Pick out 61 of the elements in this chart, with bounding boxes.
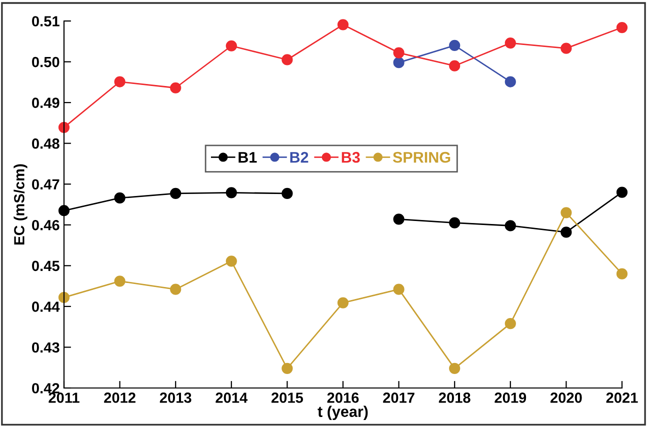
legend-label: B3 bbox=[342, 152, 360, 163]
point bbox=[170, 82, 182, 94]
point bbox=[449, 40, 460, 52]
point bbox=[393, 284, 404, 295]
legend-label: B1 bbox=[238, 152, 257, 163]
point bbox=[616, 22, 628, 34]
point bbox=[282, 362, 293, 374]
x-tick-label: 2016 bbox=[327, 392, 359, 403]
y-tick-label: 0.51 bbox=[32, 16, 60, 26]
point bbox=[114, 192, 126, 204]
point bbox=[114, 76, 126, 88]
point bbox=[393, 57, 404, 68]
x-tick-label: 2018 bbox=[438, 392, 470, 403]
x-tick-label: 2021 bbox=[606, 392, 638, 403]
y-tick-label: 0.49 bbox=[32, 98, 60, 108]
y-axis-title: EC (mS/cm) bbox=[14, 164, 28, 244]
point bbox=[504, 37, 516, 49]
point bbox=[504, 318, 516, 330]
y-tick-label: 0.45 bbox=[32, 260, 60, 272]
x-tick-label: 2013 bbox=[160, 392, 192, 403]
point bbox=[226, 40, 237, 52]
x-tick-label: 2011 bbox=[48, 392, 80, 403]
x-tick-label: 2012 bbox=[104, 392, 136, 403]
x-tick-label: 2017 bbox=[383, 392, 414, 403]
y-tick-label: 0.50 bbox=[32, 56, 60, 68]
point bbox=[504, 220, 516, 232]
point bbox=[560, 226, 572, 238]
x-tick-label: 2020 bbox=[550, 392, 582, 403]
point bbox=[393, 214, 404, 225]
point bbox=[560, 42, 572, 54]
point bbox=[616, 268, 628, 280]
point bbox=[58, 122, 70, 133]
y-tick-label: 0.42 bbox=[32, 383, 60, 394]
point bbox=[170, 188, 182, 200]
point bbox=[393, 47, 404, 58]
point bbox=[560, 207, 572, 218]
point bbox=[282, 54, 293, 66]
point bbox=[337, 19, 349, 30]
y-tick-label: 0.44 bbox=[32, 302, 60, 312]
point bbox=[504, 76, 516, 88]
x-tick-label: 2014 bbox=[216, 392, 248, 403]
point bbox=[282, 188, 293, 200]
y-tick-label: 0.48 bbox=[32, 138, 60, 149]
point bbox=[226, 187, 237, 198]
x-tick-label: 2015 bbox=[271, 392, 304, 403]
point bbox=[337, 297, 349, 308]
y-tick-label: 0.47 bbox=[32, 179, 60, 190]
legend-label: B2 bbox=[290, 152, 308, 163]
point bbox=[226, 256, 237, 267]
point bbox=[449, 217, 460, 228]
point bbox=[114, 276, 126, 287]
point bbox=[449, 60, 460, 72]
legend-label: SPRING bbox=[392, 152, 450, 163]
point bbox=[58, 292, 70, 304]
x-tick-label: 2019 bbox=[494, 392, 526, 403]
point bbox=[449, 362, 460, 374]
x-axis-title: t (year) bbox=[318, 406, 368, 420]
y-tick-label: 0.46 bbox=[32, 220, 60, 230]
point bbox=[170, 284, 182, 295]
point bbox=[616, 186, 628, 198]
y-tick-label: 0.43 bbox=[32, 342, 60, 353]
